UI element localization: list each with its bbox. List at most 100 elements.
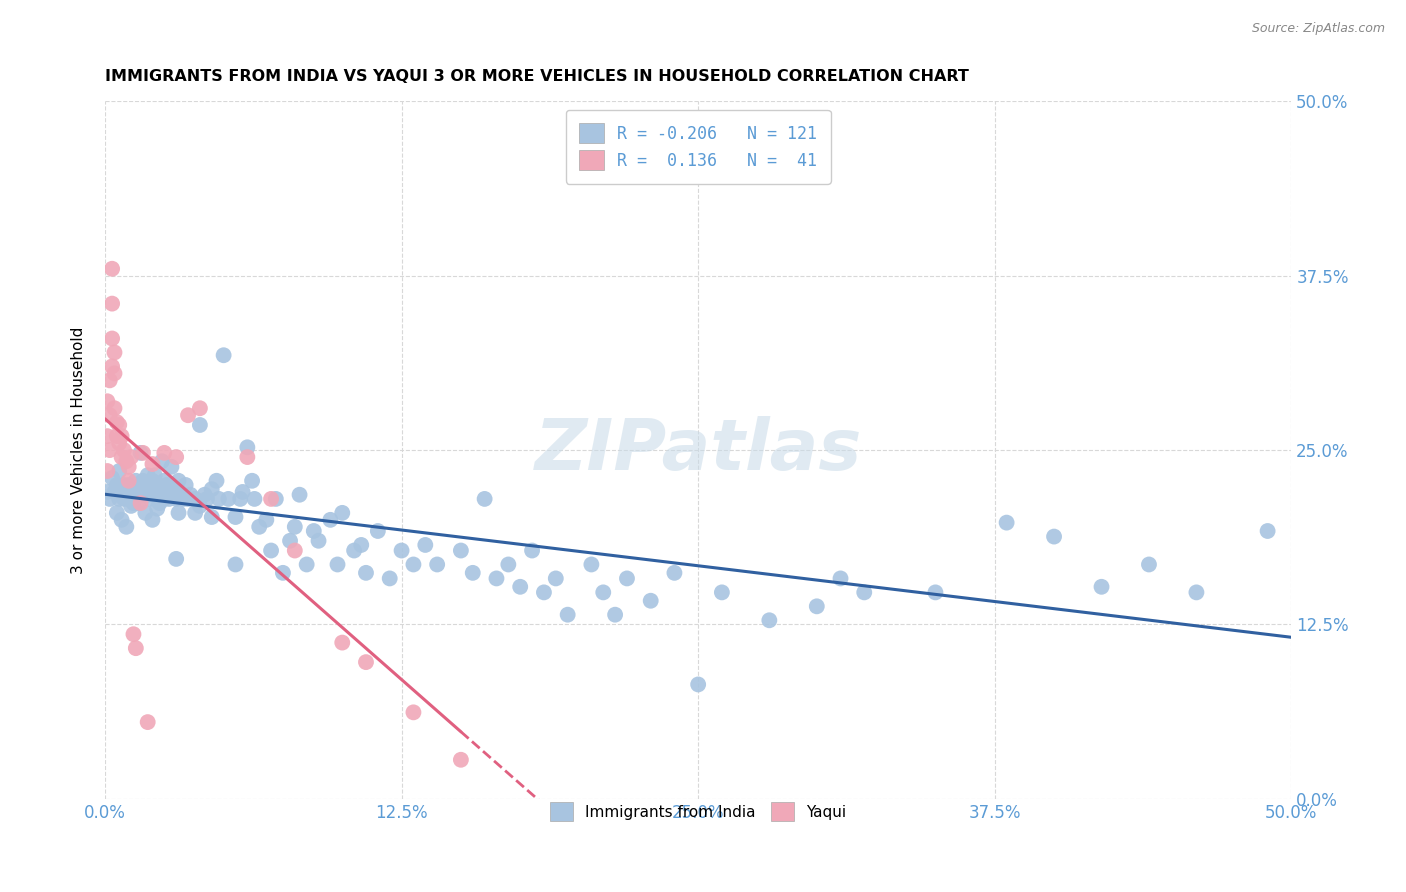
Point bbox=[640, 593, 662, 607]
Text: ZIPatlas: ZIPatlas bbox=[534, 416, 862, 484]
Point bbox=[343, 543, 366, 558]
Point bbox=[98, 491, 121, 506]
Point bbox=[108, 436, 131, 450]
Point bbox=[254, 513, 277, 527]
Point bbox=[157, 491, 180, 506]
Point bbox=[165, 491, 187, 506]
Point bbox=[118, 478, 141, 492]
Point bbox=[302, 524, 325, 538]
Point bbox=[208, 491, 231, 506]
Point bbox=[260, 543, 283, 558]
Point bbox=[118, 459, 141, 474]
Point bbox=[544, 571, 567, 585]
Point bbox=[101, 296, 124, 310]
Point bbox=[581, 558, 603, 572]
Point bbox=[450, 543, 472, 558]
Point bbox=[1185, 585, 1208, 599]
Point bbox=[247, 520, 270, 534]
Point bbox=[96, 429, 118, 443]
Point bbox=[105, 415, 128, 429]
Point bbox=[141, 457, 163, 471]
Point bbox=[184, 506, 207, 520]
Point bbox=[229, 491, 252, 506]
Y-axis label: 3 or more Vehicles in Household: 3 or more Vehicles in Household bbox=[72, 326, 86, 574]
Point bbox=[127, 482, 149, 496]
Point bbox=[461, 566, 484, 580]
Point bbox=[146, 501, 169, 516]
Point bbox=[509, 580, 531, 594]
Point bbox=[103, 367, 125, 381]
Point bbox=[101, 331, 124, 345]
Point bbox=[284, 520, 307, 534]
Point bbox=[120, 485, 142, 500]
Point bbox=[115, 485, 138, 500]
Point bbox=[129, 446, 152, 460]
Point bbox=[498, 558, 520, 572]
Point bbox=[136, 468, 159, 483]
Point bbox=[110, 450, 132, 464]
Point bbox=[995, 516, 1018, 530]
Point bbox=[115, 454, 138, 468]
Point bbox=[426, 558, 449, 572]
Point bbox=[758, 613, 780, 627]
Point bbox=[105, 429, 128, 443]
Point bbox=[141, 474, 163, 488]
Point bbox=[139, 491, 162, 506]
Point bbox=[1137, 558, 1160, 572]
Point bbox=[127, 496, 149, 510]
Point bbox=[232, 485, 254, 500]
Point bbox=[132, 446, 155, 460]
Point bbox=[167, 506, 190, 520]
Point bbox=[179, 488, 201, 502]
Point bbox=[132, 474, 155, 488]
Point bbox=[557, 607, 579, 622]
Point bbox=[122, 627, 145, 641]
Text: IMMIGRANTS FROM INDIA VS YAQUI 3 OR MORE VEHICLES IN HOUSEHOLD CORRELATION CHART: IMMIGRANTS FROM INDIA VS YAQUI 3 OR MORE… bbox=[105, 69, 969, 84]
Point bbox=[378, 571, 401, 585]
Point bbox=[163, 482, 186, 496]
Point bbox=[110, 429, 132, 443]
Point bbox=[143, 468, 166, 483]
Point bbox=[120, 450, 142, 464]
Point bbox=[1043, 530, 1066, 544]
Point bbox=[184, 491, 207, 506]
Point bbox=[474, 491, 496, 506]
Point bbox=[201, 510, 224, 524]
Point bbox=[201, 482, 224, 496]
Point bbox=[120, 499, 142, 513]
Point bbox=[485, 571, 508, 585]
Point bbox=[125, 641, 148, 656]
Point bbox=[148, 482, 170, 496]
Point bbox=[172, 491, 194, 506]
Point bbox=[112, 443, 135, 458]
Point bbox=[101, 359, 124, 374]
Point bbox=[165, 450, 187, 464]
Point bbox=[402, 706, 425, 720]
Text: Source: ZipAtlas.com: Source: ZipAtlas.com bbox=[1251, 22, 1385, 36]
Point bbox=[105, 506, 128, 520]
Point bbox=[146, 485, 169, 500]
Point bbox=[592, 585, 614, 599]
Point bbox=[710, 585, 733, 599]
Point bbox=[288, 488, 311, 502]
Point bbox=[129, 488, 152, 502]
Point bbox=[616, 571, 638, 585]
Point bbox=[240, 474, 263, 488]
Point bbox=[326, 558, 349, 572]
Point bbox=[141, 513, 163, 527]
Point bbox=[134, 506, 156, 520]
Point bbox=[122, 496, 145, 510]
Point bbox=[101, 471, 124, 485]
Point bbox=[450, 753, 472, 767]
Point bbox=[136, 488, 159, 502]
Point bbox=[118, 474, 141, 488]
Point bbox=[212, 348, 235, 362]
Point bbox=[271, 566, 294, 580]
Legend: Immigrants from India, Yaqui: Immigrants from India, Yaqui bbox=[538, 790, 859, 833]
Point bbox=[98, 373, 121, 387]
Point bbox=[101, 261, 124, 276]
Point bbox=[354, 655, 377, 669]
Point bbox=[160, 459, 183, 474]
Point bbox=[806, 599, 828, 614]
Point bbox=[217, 491, 239, 506]
